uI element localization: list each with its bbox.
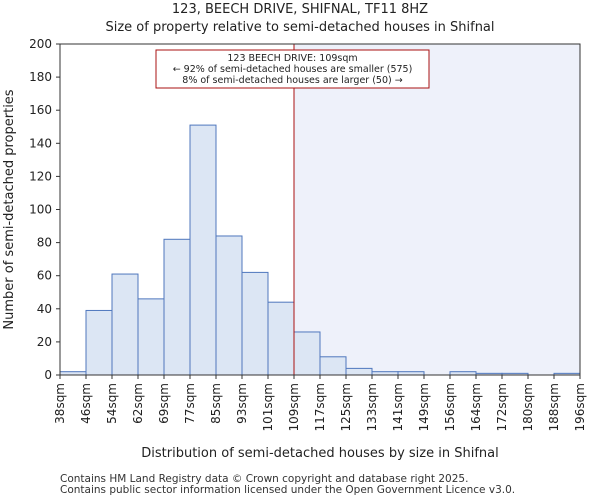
x-tick-label: 85sqm [209,383,223,424]
x-tick-label: 141sqm [391,383,405,431]
y-tick-label: 120 [29,169,52,183]
bar-93sqm [241,271,269,376]
x-tick-label: 38sqm [53,383,67,424]
footer-licence: Contains public sector information licen… [60,484,516,496]
chart-title: Size of property relative to semi-detach… [105,20,495,35]
x-tick-label: 125sqm [339,383,353,431]
annotation-box-border [155,49,430,89]
x-tick-label: 117sqm [313,383,327,431]
x-tick-label: 156sqm [443,383,457,431]
bar-117sqm [319,356,347,376]
x-tick-label: 196sqm [573,383,587,431]
y-tick-label: 160 [29,103,52,117]
x-tick-label: 109sqm [287,383,301,431]
bar-101sqm [267,301,295,376]
y-tick-label: 20 [37,335,52,349]
x-tick-label: 172sqm [495,383,509,431]
x-tick-label: 62sqm [131,383,145,424]
x-tick-label: 133sqm [365,383,379,431]
bar-125sqm [345,367,373,376]
x-tick-label: 180sqm [521,383,535,431]
x-tick-label: 188sqm [547,383,561,431]
x-tick-label: 93sqm [235,383,249,424]
y-tick-label: 100 [29,203,52,217]
y-tick-label: 80 [37,236,52,250]
x-tick-label: 54sqm [105,383,119,424]
y-axis-label: Number of semi-detached properties [2,89,17,329]
y-tick-label: 60 [37,269,52,283]
y-tick-label: 0 [44,368,52,382]
y-tick-label: 140 [29,136,52,150]
x-tick-label: 46sqm [79,383,93,424]
x-tick-label: 101sqm [261,383,275,431]
annotation-smaller-share: ← 92% of semi-detached houses are smalle… [173,64,413,75]
x-tick-label: 69sqm [157,383,171,424]
x-axis-label: Distribution of semi-detached houses by … [141,446,498,461]
footer-copyright: Contains HM Land Registry data © Crown c… [60,473,469,485]
x-tick-label: 77sqm [183,383,197,424]
y-tick-label: 180 [29,70,52,84]
chart-title-address: 123, BEECH DRIVE, SHIFNAL, TF11 8HZ [171,2,429,17]
bar-85sqm [215,235,243,376]
y-tick-label: 40 [37,302,52,316]
annotation-box: 123 BEECH DRIVE: 109sqm ← 92% of semi-de… [155,49,430,89]
larger-properties-region [294,44,580,375]
annotation-property-label: 123 BEECH DRIVE: 109sqm [227,53,357,64]
y-tick-label: 200 [29,37,52,51]
plot-area-frame [59,43,581,376]
bar-77sqm [189,124,217,376]
x-tick-label: 149sqm [417,383,431,431]
bar-69sqm [163,238,191,376]
bar-62sqm [137,298,165,376]
bar-46sqm [85,309,113,376]
annotation-larger-share: 8% of semi-detached houses are larger (5… [182,75,402,86]
bar-54sqm [111,273,139,376]
histogram-chart: 0 20 40 60 80 100 120 140 160 180 200 38sqm 46sqm 54… [2,37,587,461]
x-tick-label: 164sqm [469,383,483,431]
bar-109sqm [293,331,321,376]
